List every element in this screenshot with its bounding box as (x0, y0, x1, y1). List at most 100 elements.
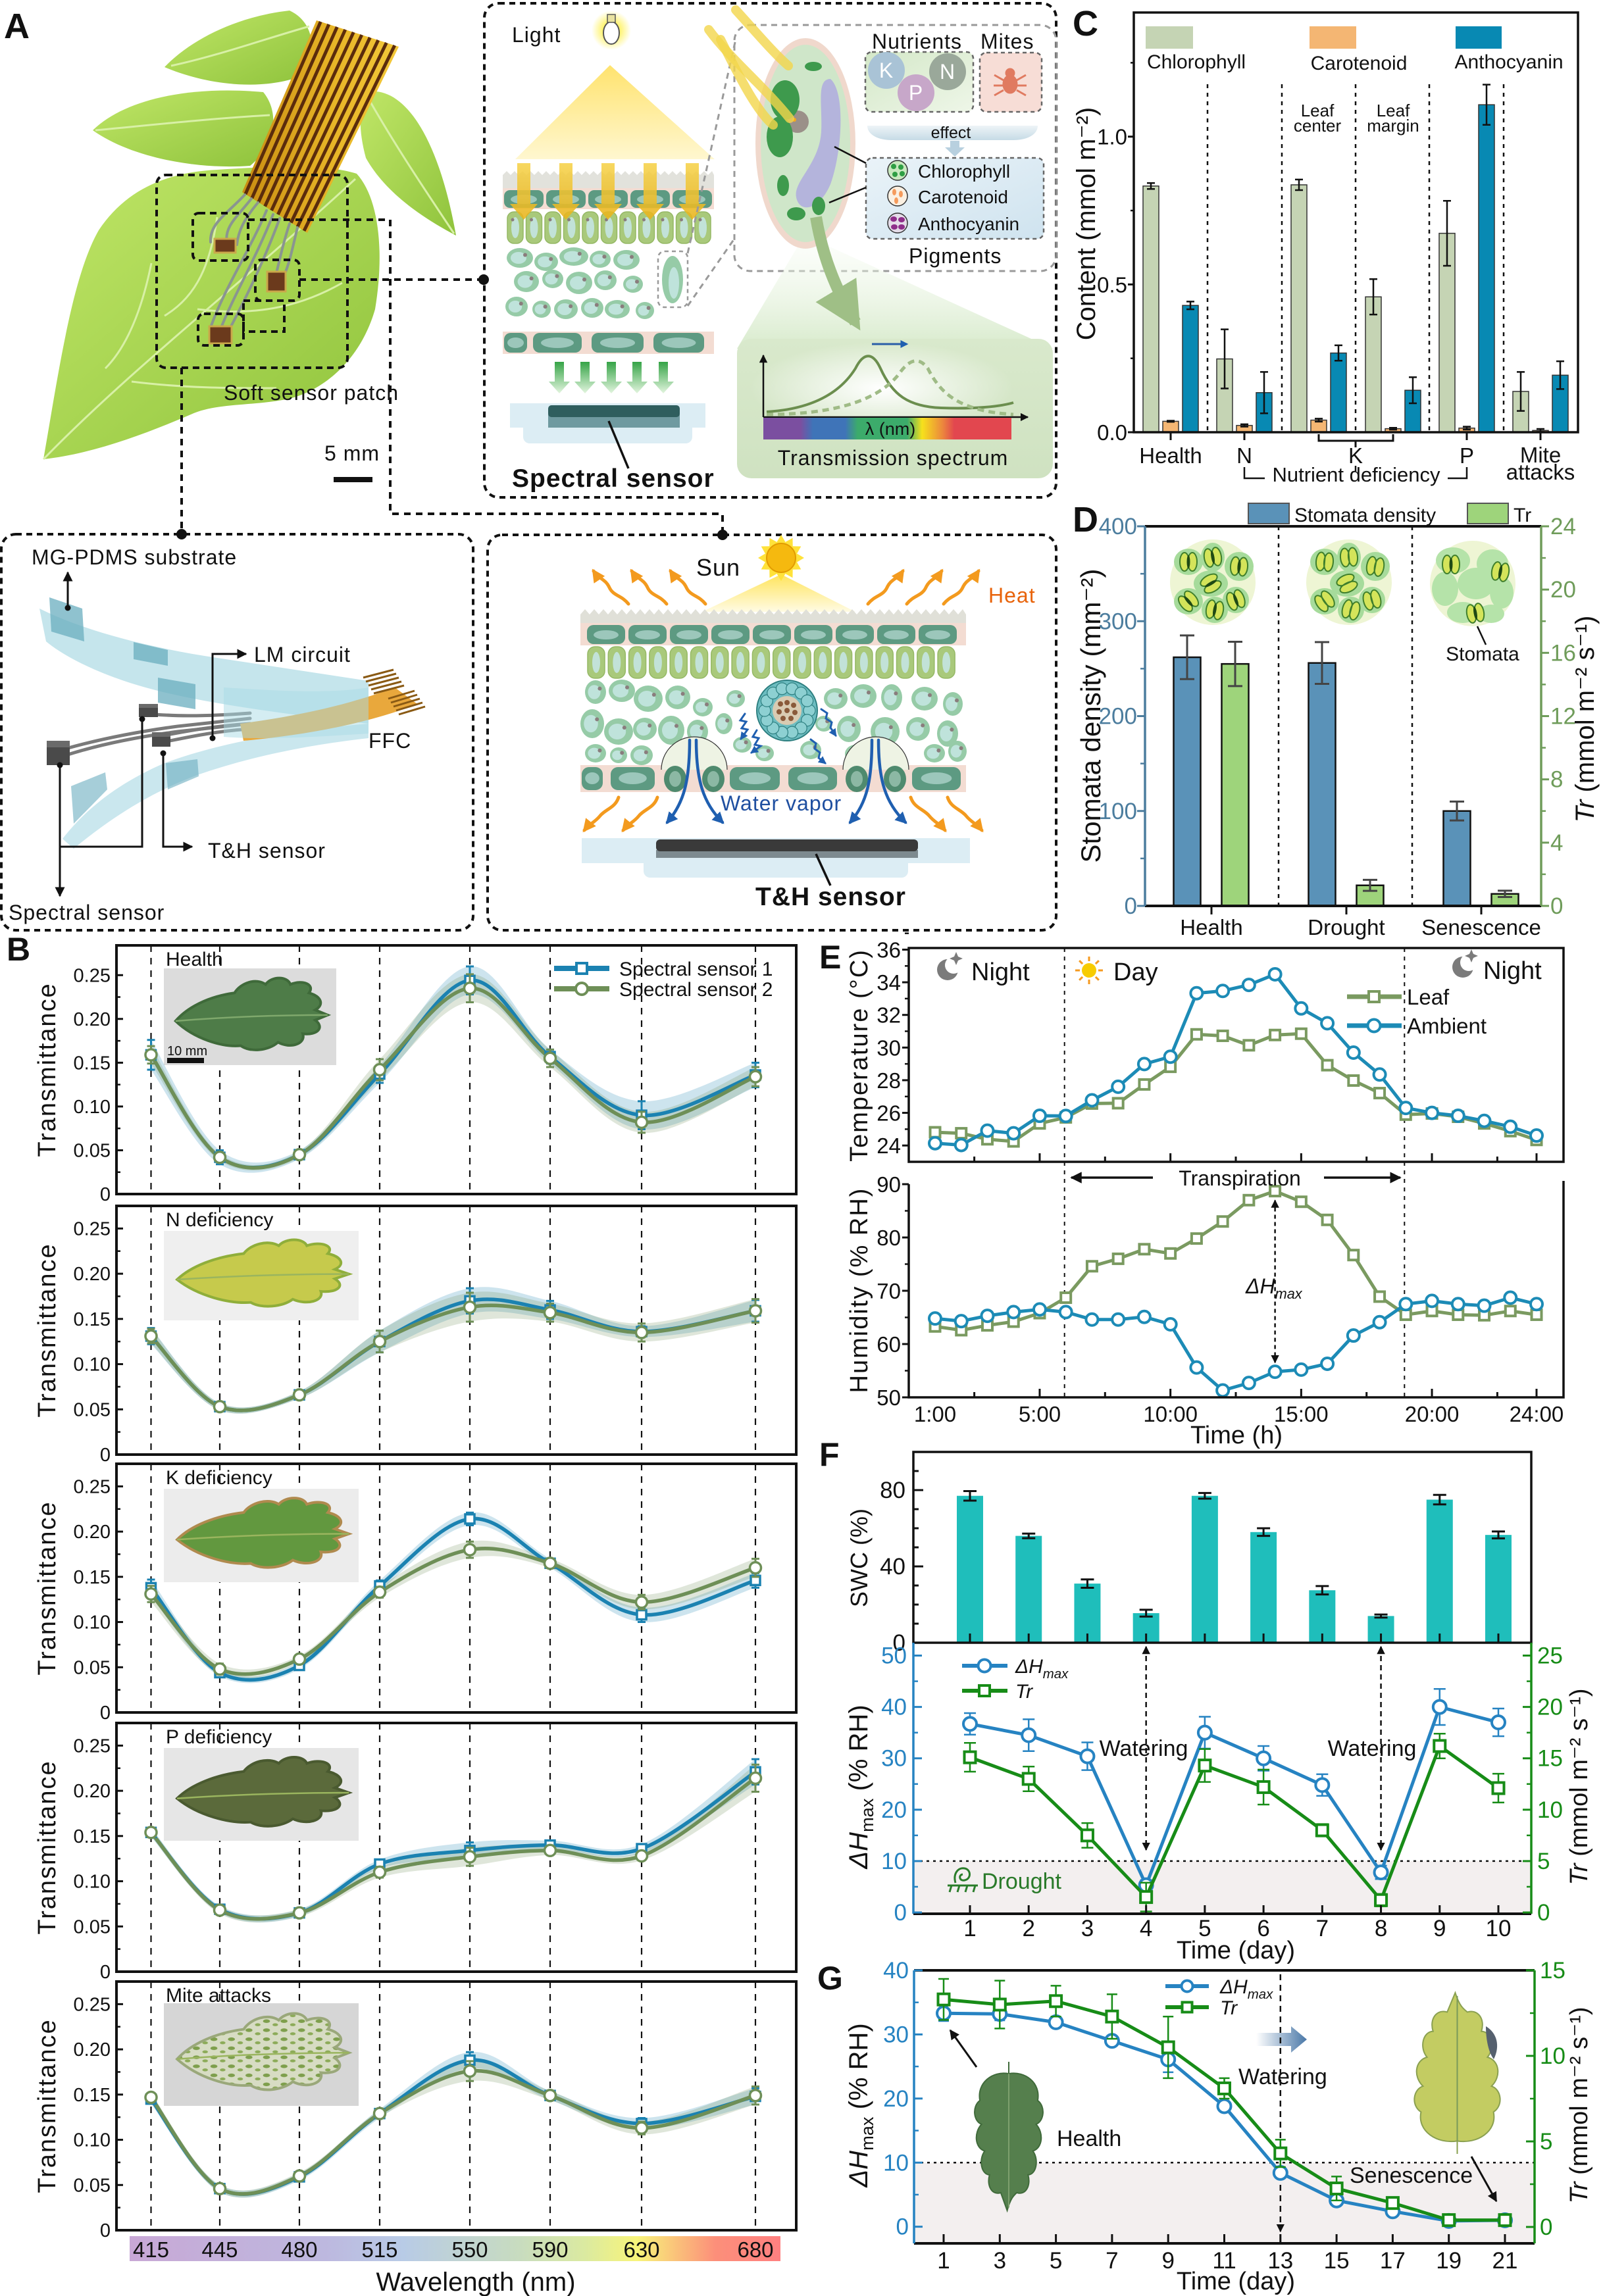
marker-ambient (1425, 1105, 1440, 1120)
progression-arrow (1256, 2026, 1307, 2053)
bar-swc (1250, 1532, 1277, 1643)
selected-cell-box (657, 250, 689, 309)
nucleus (928, 693, 932, 697)
ffc-conductor (302, 44, 396, 232)
nucleus (620, 304, 624, 309)
x-tick-label: 590 (532, 2237, 568, 2262)
stoma (1226, 589, 1246, 611)
nucleus (602, 255, 607, 259)
right-y-tick-label: 15 (1537, 1746, 1563, 1772)
error-bar (1315, 641, 1329, 685)
cell-vacuole (617, 254, 633, 266)
scale-bar-label: 5 mm (324, 441, 380, 465)
x-tick-label: 7 (1106, 2248, 1118, 2274)
marker-ambient (1189, 986, 1204, 1001)
guard-cell-vacuole (889, 771, 901, 787)
x-tick-label: 9 (1161, 2248, 1174, 2274)
mites-label: Mites (980, 30, 1034, 53)
mg-pdms-label: MG-PDMS substrate (32, 545, 237, 569)
stoma (1365, 556, 1385, 577)
error-bar (1498, 889, 1512, 899)
legend-label-leaf: Leaf (1407, 985, 1450, 1009)
y-tick-label: 80 (877, 1226, 901, 1250)
cell-vacuole (901, 652, 909, 673)
cell-vacuole (817, 718, 828, 729)
marker-ambient (1477, 1298, 1492, 1313)
marker-leaf (1216, 1029, 1229, 1042)
right-y-tick-label: 25 (1537, 1643, 1563, 1669)
stoma-pore (1473, 607, 1478, 620)
marker-ambient (1111, 1079, 1126, 1094)
marker-tr (1198, 1759, 1212, 1773)
stoma-pore-closed (1340, 580, 1354, 587)
cell-vacuole (626, 279, 638, 289)
left-y-tick-label: 20 (883, 2086, 909, 2112)
pigment-chlorophyll: Chlorophyll (918, 161, 1010, 182)
right-y-tick-label: 10 (1537, 1797, 1563, 1823)
marker-leaf (1190, 1028, 1203, 1041)
legend-marker-spectral-sensor-1 (575, 962, 588, 975)
legend-marker-delta-hmax (1180, 1979, 1194, 1993)
y-tick-label: 0 (100, 2220, 111, 2241)
sensor-chip (213, 237, 237, 254)
stoma-pore-closed (1369, 593, 1375, 607)
marker-ambient (1136, 1309, 1152, 1324)
right-y-axis-title: Tr (mmol m⁻² s⁻¹) (1565, 1689, 1593, 1885)
subplot-title: Mite attacks (166, 1985, 271, 2007)
dashed-highlight-boxes (155, 174, 349, 369)
nucleus (598, 686, 602, 691)
drought-icon-ground (948, 1884, 978, 1893)
panel-label-a: A (4, 7, 30, 46)
leaf-photo: 10 mm (164, 968, 336, 1065)
left-y-tick-label: 10 (883, 2150, 909, 2176)
marker-tr (1273, 2146, 1288, 2160)
bar-swc (1426, 1499, 1453, 1643)
marker-delta-hmax (1373, 1864, 1389, 1881)
right-y-tick-label: 16 (1550, 640, 1576, 666)
sensor-cube (139, 704, 158, 717)
y-tick-label: 0.10 (74, 1097, 111, 1118)
cell-vacuole (669, 267, 679, 299)
x-tick-label: 6 (1257, 1916, 1269, 1941)
stoma-pore (1212, 603, 1217, 616)
ffc-conductor (289, 39, 380, 224)
marker-leaf (1294, 1195, 1308, 1209)
xylem-vessel (788, 716, 794, 721)
marker-tr (1491, 1781, 1506, 1795)
right-y-tick-label: 24 (1550, 514, 1576, 539)
cell-vacuole (715, 652, 724, 673)
guard-cell-vacuole (707, 771, 719, 787)
xylem-vessel (776, 709, 782, 714)
leaf-midrib (177, 2053, 349, 2059)
nucleus (700, 726, 704, 730)
light-label: Light (512, 23, 561, 47)
marker-leaf (1138, 1243, 1151, 1256)
scale-bar (167, 1058, 204, 1063)
marker-spectral-sensor-2 (213, 1903, 227, 1917)
cell-vacuole (597, 274, 611, 286)
legend-swatch-tr (1467, 503, 1509, 524)
marker-ambient (1346, 1328, 1361, 1343)
nucleus (577, 251, 582, 256)
light-arrow (678, 163, 706, 220)
marker-tr (936, 1992, 951, 2007)
x-tick-label: 8 (1375, 1916, 1387, 1941)
epidermal-cell (1490, 577, 1514, 609)
marker-ambient (928, 1136, 942, 1151)
cell-vacuole (653, 652, 662, 673)
cell-vacuole (854, 689, 870, 703)
marker-spectral-sensor-2 (372, 1334, 387, 1349)
cuticle (580, 609, 966, 623)
nucleus (594, 303, 599, 307)
marker-ambient (1189, 1360, 1204, 1375)
delta-h-max-sub: max (1275, 1285, 1303, 1302)
sun-icon (758, 535, 804, 581)
marker-spectral-sensor-2 (292, 1388, 307, 1402)
leaf-photo (164, 1489, 359, 1582)
marker-spectral-sensor-2 (144, 1587, 158, 1601)
electrode-pad (158, 678, 195, 709)
bar-chlorophyll (1365, 296, 1382, 433)
stoma-pore-closed (1373, 559, 1377, 574)
